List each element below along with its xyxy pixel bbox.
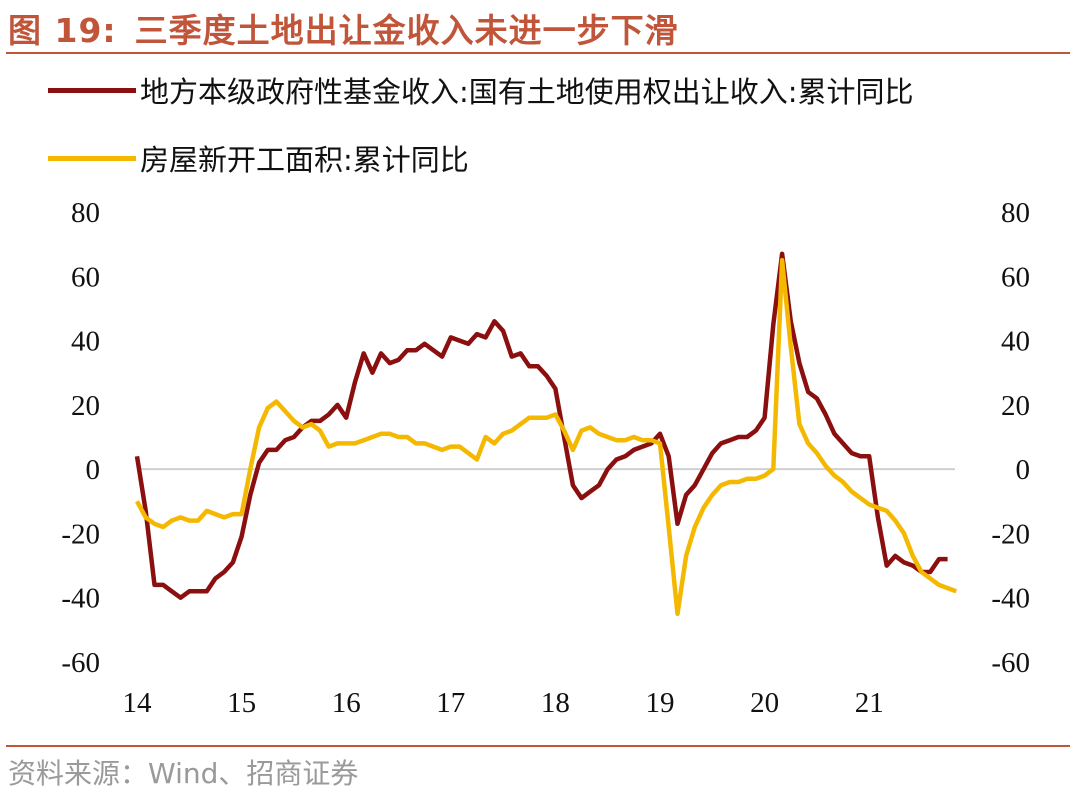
y-tick-label-left: 60 (71, 261, 100, 293)
y-tick-label-right: 0 (1016, 454, 1031, 486)
y-tick-label-right: 60 (1001, 261, 1030, 293)
x-tick-label: 19 (646, 687, 675, 719)
y-tick-label-right: -60 (991, 647, 1030, 679)
y-tick-label-left: -20 (61, 518, 100, 550)
y-tick-label-left: 20 (71, 390, 100, 422)
x-tick-label: 17 (436, 687, 465, 719)
left-y-axis: 80 60 40 20 0 -20 -40 -60 (61, 197, 100, 679)
x-tick-label: 18 (541, 687, 570, 719)
legend-swatch-new-starts (48, 155, 136, 161)
figure-title-text: 三季度土地出让金收入未进一步下滑 (134, 11, 679, 50)
y-tick-label-right: -40 (991, 583, 1030, 615)
right-y-axis: 80 60 40 20 0 -20 -40 -60 (991, 197, 1030, 679)
y-tick-label-left: 40 (71, 326, 100, 358)
figure-title: 图 19: 三季度土地出让金收入未进一步下滑 (8, 4, 679, 52)
y-tick-label-left: -60 (61, 647, 100, 679)
legend-item-new-starts: 房屋新开工面积:累计同比 (48, 136, 469, 180)
x-tick-label: 15 (227, 687, 256, 719)
legend-item-land-revenue: 地方本级政府性基金收入:国有土地使用权出让收入:累计同比 (48, 68, 914, 112)
y-tick-label-right: -20 (991, 518, 1030, 550)
footer-rule (6, 745, 1070, 747)
series-land-revenue-line (134, 251, 948, 600)
x-tick-label: 16 (332, 687, 361, 719)
y-tick-label-right: 20 (1001, 390, 1030, 422)
x-tick-label: 14 (123, 687, 153, 719)
figure-header: 图 19: 三季度土地出让金收入未进一步下滑 (8, 2, 1068, 50)
x-axis: 14 15 16 17 18 19 20 21 (123, 687, 884, 719)
y-tick-label-left: 80 (71, 197, 100, 229)
y-tick-label-right: 40 (1001, 326, 1030, 358)
y-tick-label-left: 0 (86, 454, 101, 486)
header-rule (6, 52, 1070, 54)
legend-label-new-starts: 房屋新开工面积:累计同比 (140, 143, 469, 177)
legend-label-land-revenue: 地方本级政府性基金收入:国有土地使用权出让收入:累计同比 (140, 75, 914, 109)
x-tick-label: 20 (750, 687, 779, 719)
y-tick-label-right: 80 (1001, 197, 1030, 229)
legend-swatch-land-revenue (48, 87, 136, 93)
series-new-starts-line (135, 257, 958, 617)
figure-number: 图 19: (8, 11, 117, 50)
y-tick-label-left: -40 (61, 583, 100, 615)
x-tick-label: 21 (855, 687, 884, 719)
source-note: 资料来源：Wind、招商证券 (8, 757, 359, 790)
